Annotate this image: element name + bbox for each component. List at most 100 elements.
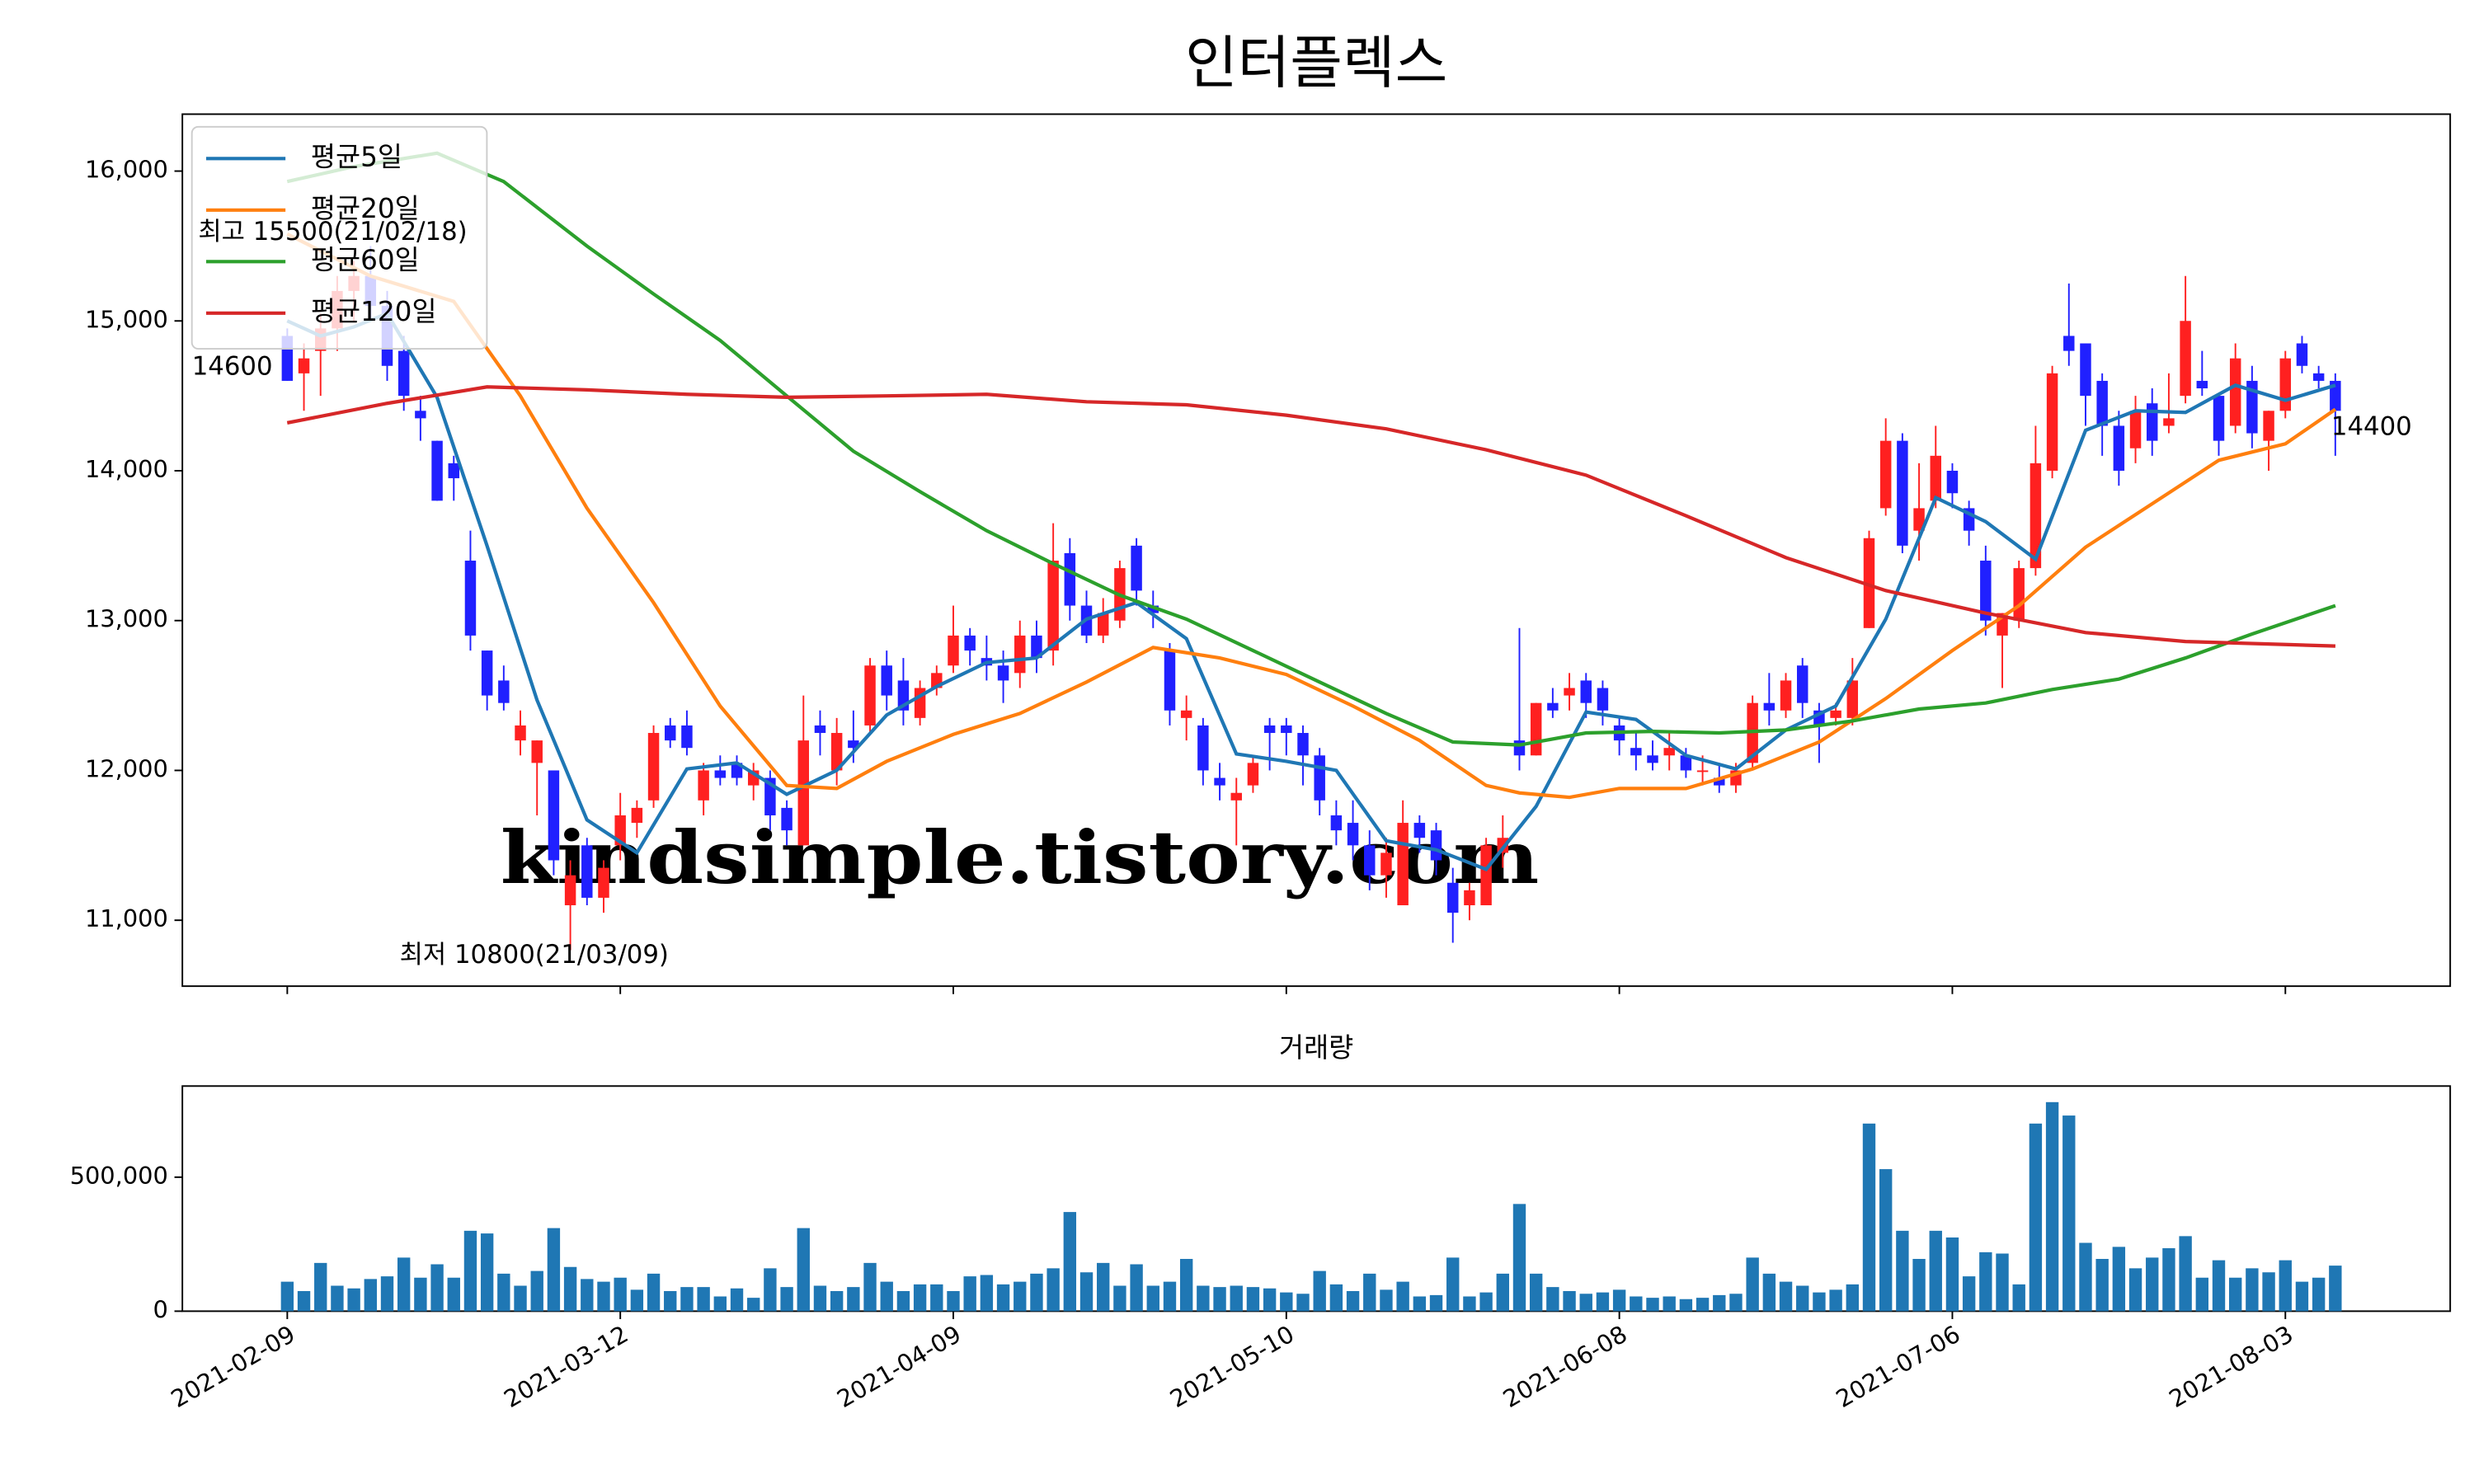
candle-body	[1846, 680, 1859, 718]
candle-body	[1314, 755, 1325, 801]
volume-bar	[1962, 1276, 1976, 1312]
volume-bar	[2095, 1258, 2109, 1312]
candle-body	[1930, 455, 1941, 501]
volume-bar	[1146, 1285, 1159, 1312]
candle-body	[431, 440, 443, 501]
volume-bar	[980, 1275, 994, 1312]
candle-body	[415, 411, 426, 419]
volume-bar	[331, 1285, 344, 1312]
volume-bar	[2212, 1260, 2226, 1312]
candle-body	[848, 740, 859, 749]
candle-body	[2213, 396, 2225, 441]
volume-bar	[930, 1284, 943, 1312]
volume-bar	[1429, 1294, 1443, 1312]
volume-bar	[614, 1277, 627, 1312]
x-tick-label: 2021-03-12	[499, 1320, 633, 1413]
candle-body	[1913, 508, 1925, 531]
volume-bar	[1329, 1284, 1343, 1312]
candle-body	[797, 740, 810, 846]
candle-body	[1430, 830, 1442, 861]
volume-bar	[447, 1277, 460, 1312]
volume-bar	[996, 1284, 1010, 1312]
candle-body	[1147, 605, 1159, 613]
x-tick-label: 2021-04-09	[832, 1320, 966, 1413]
candle-body	[1946, 470, 1959, 494]
volume-bar	[780, 1287, 793, 1312]
legend-label: 평균20일	[311, 193, 420, 224]
volume-bar	[1996, 1253, 2009, 1312]
candle-body	[548, 770, 560, 861]
chart-title: 인터플렉스	[1185, 31, 1447, 96]
candle-body	[714, 770, 727, 778]
volume-bar	[1280, 1292, 1293, 1312]
volume-bar	[480, 1233, 494, 1312]
candle-body	[464, 561, 477, 636]
legend-label: 평균60일	[311, 244, 420, 275]
candle-body	[531, 740, 543, 763]
candle-body	[2096, 380, 2108, 426]
volume-bar	[1563, 1291, 1576, 1312]
y-tick-label: 13,000	[85, 605, 168, 633]
candle-body	[1230, 792, 1242, 801]
volume-bar	[830, 1291, 844, 1312]
candle-body	[2296, 343, 2308, 366]
candle-body	[1214, 777, 1225, 786]
volume-bar	[730, 1288, 744, 1312]
annotation: 14400	[2331, 412, 2412, 442]
candle-body	[2163, 418, 2175, 426]
y-tick-label: 16,000	[85, 156, 168, 184]
volume-bar	[1496, 1273, 1509, 1312]
candle-body	[1547, 702, 1559, 711]
candle-body	[2196, 380, 2208, 389]
moving-average-line	[286, 151, 2336, 747]
moving-average-line	[286, 385, 2335, 648]
volume-bar	[1396, 1281, 1409, 1312]
candle-body	[1047, 561, 1059, 651]
volume-bar	[2195, 1277, 2209, 1312]
volume-bar	[2062, 1115, 2076, 1312]
candle-body	[298, 358, 310, 373]
volume-bar	[1446, 1257, 1460, 1312]
legend-box	[190, 125, 488, 350]
volume-bar	[2029, 1123, 2043, 1312]
candle-body	[1180, 710, 1192, 718]
volume-bar	[430, 1264, 444, 1312]
volume-bar	[2312, 1277, 2326, 1312]
candle-body	[581, 845, 593, 898]
candle-body	[1131, 545, 1142, 591]
candle-body	[1281, 725, 1292, 734]
volume-bar	[1163, 1281, 1177, 1312]
candle-body	[2180, 321, 2191, 397]
candle-body	[2246, 380, 2258, 434]
volume-bar	[1612, 1289, 1626, 1312]
volume-bar	[1230, 1285, 1243, 1312]
volume-bar	[1130, 1264, 1143, 1312]
legend-label: 평균120일	[311, 296, 437, 327]
volume-bar	[1579, 1294, 1592, 1312]
volume-bar	[1929, 1230, 1942, 1312]
candle-body	[397, 350, 410, 397]
volume-bar	[1646, 1298, 1659, 1312]
volume-bar	[2146, 1257, 2159, 1312]
volume-bar	[1796, 1285, 1809, 1312]
volume-bar	[813, 1285, 827, 1312]
volume-bar	[664, 1291, 677, 1312]
volume-bar	[1862, 1123, 1876, 1312]
volume-bar	[1296, 1294, 1310, 1312]
volume-bar	[1729, 1294, 1743, 1312]
candle-body	[2013, 568, 2025, 621]
volume-bar	[514, 1285, 527, 1312]
x-tick-label: 2021-07-06	[1832, 1320, 1965, 1413]
candle-body	[1879, 440, 1892, 509]
annotation: 14600	[192, 352, 273, 382]
candle-body	[1446, 882, 1459, 913]
candle-body	[1597, 688, 1609, 711]
candle-body	[1197, 725, 1209, 771]
candle-body	[2129, 411, 2142, 448]
candle-body	[1297, 733, 1309, 756]
candle-body	[631, 807, 643, 824]
candle-body	[1663, 748, 1675, 756]
volume-bar	[364, 1279, 378, 1312]
candle-body	[997, 665, 1009, 681]
candle-body	[1064, 552, 1076, 606]
